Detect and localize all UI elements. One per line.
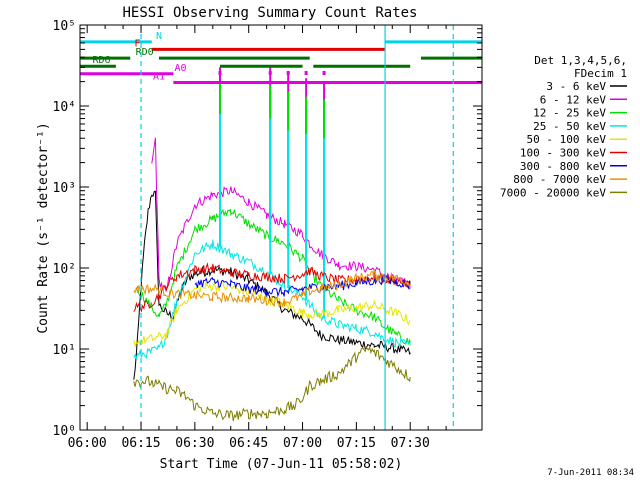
x-tick-label: 06:15 xyxy=(121,436,160,451)
plot-frame xyxy=(79,24,483,431)
flag-label-a1: A1 xyxy=(153,72,165,83)
spike-marker-1 xyxy=(268,71,272,75)
flag-label-f: F xyxy=(134,38,140,49)
y-axis-label: Count Rate (s⁻¹ detector⁻¹) xyxy=(36,122,51,333)
series-line-6-12-kev xyxy=(151,137,411,291)
legend-entry-label: 7000 - 20000 keV xyxy=(500,186,606,199)
flag-label-n: N xyxy=(156,31,162,42)
flag-label-rd0: RD0 xyxy=(136,47,154,58)
x-axis-label: Start Time (07-Jun-11 05:58:02) xyxy=(160,457,403,472)
y-tick-label: 10² xyxy=(53,262,76,277)
y-tick-label: 10⁴ xyxy=(53,100,76,115)
y-tick-label: 10³ xyxy=(53,181,76,196)
legend-entry-label: 100 - 300 keV xyxy=(520,147,606,160)
legend-entry-label: 50 - 100 keV xyxy=(527,133,607,146)
spike-marker-2 xyxy=(286,71,290,75)
x-tick-label: 06:00 xyxy=(68,436,107,451)
x-tick-label: 06:30 xyxy=(175,436,214,451)
legend-header-line-1: FDecim 1 xyxy=(574,67,627,80)
spike-marker-0 xyxy=(218,71,222,75)
x-tick-label: 06:45 xyxy=(229,436,268,451)
series-line-50-100-kev xyxy=(133,281,411,347)
legend-entry-label: 12 - 25 keV xyxy=(533,107,606,120)
series-line-7000-20000-kev xyxy=(133,345,411,422)
y-tick-label: 10¹ xyxy=(53,343,76,358)
flag-label-rd6: RD6 xyxy=(93,55,111,66)
legend-entry-label: 800 - 7000 keV xyxy=(513,173,606,186)
series-line-12-25-kev xyxy=(136,208,411,346)
y-tick-label: 10⁵ xyxy=(53,19,76,34)
legend-entry-label: 300 - 800 keV xyxy=(520,160,606,173)
x-tick-label: 07:00 xyxy=(283,436,322,451)
footer-timestamp: 7-Jun-2011 08:34 xyxy=(547,468,634,478)
flag-label-a0: A0 xyxy=(174,63,186,74)
legend-header-line-0: Det 1,3,4,5,6, xyxy=(534,54,627,67)
x-tick-label: 07:15 xyxy=(337,436,376,451)
legend-entry-label: 25 - 50 keV xyxy=(533,120,606,133)
spike-marker-4 xyxy=(322,71,326,75)
legend-entry-label: 6 - 12 keV xyxy=(540,93,607,106)
x-tick-label: 07:30 xyxy=(391,436,430,451)
spike-marker-3 xyxy=(304,71,308,75)
chart-title: HESSI Observing Summary Count Rates xyxy=(122,5,417,21)
y-tick-label: 10⁰ xyxy=(53,424,76,439)
legend-entry-label: 3 - 6 keV xyxy=(546,80,606,93)
series-line-800-7000-kev xyxy=(133,270,411,309)
series-line-3-6-kev xyxy=(133,190,411,380)
